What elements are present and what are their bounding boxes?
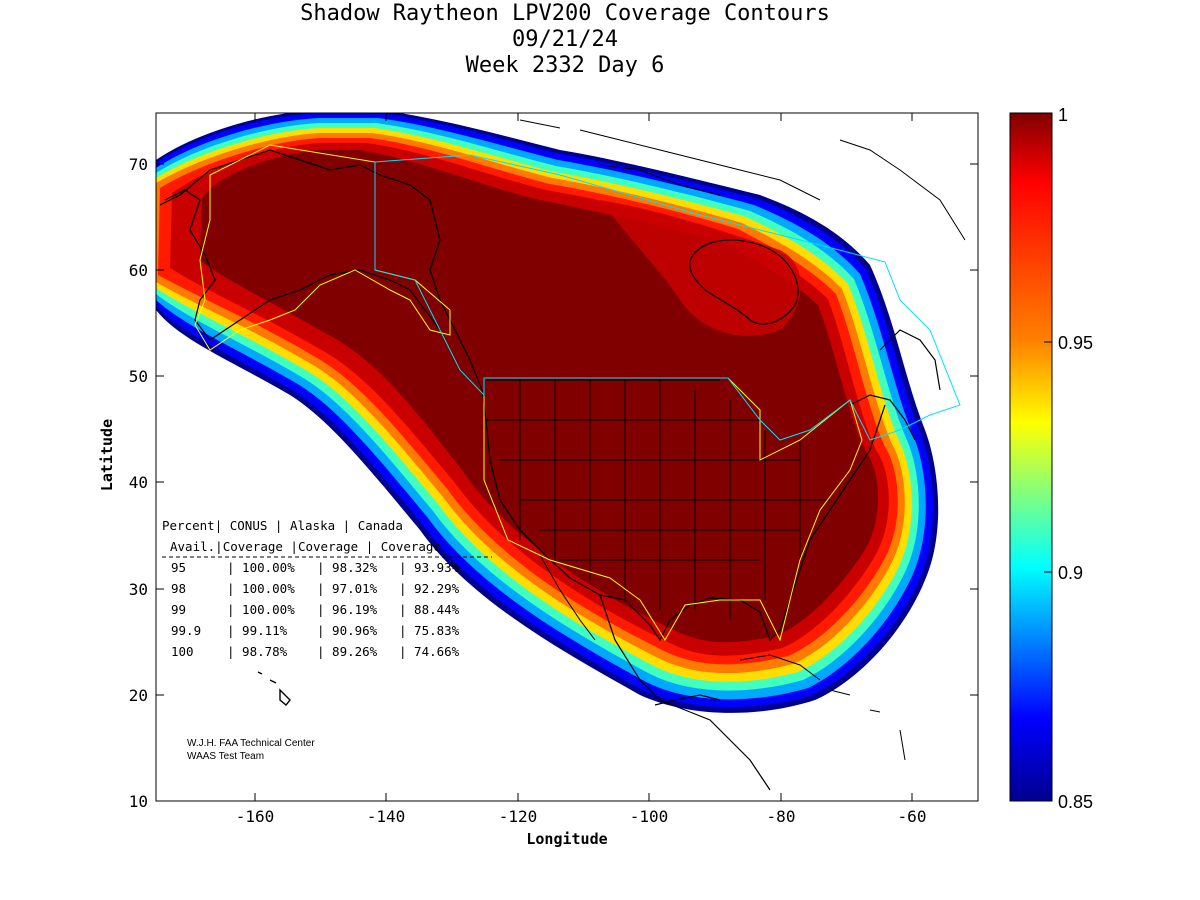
- stats-header-cell: Coverage: [381, 539, 441, 554]
- stats-header-cell: Alaska: [290, 518, 335, 533]
- y-tick-label: 30: [129, 580, 148, 599]
- coverage-stats-table: Percent| CONUS | Alaska | Canada Avail.|…: [162, 518, 492, 659]
- stats-cell: | 97.01%: [317, 581, 378, 596]
- coastline-hawaii: [257, 671, 291, 706]
- stats-cell: | 74.66%: [399, 644, 460, 659]
- stats-cell: | 93.93%: [399, 560, 460, 575]
- coastline-central-america: [599, 594, 771, 791]
- stats-header-cell: CONUS: [230, 518, 268, 533]
- chart-title-line1: Shadow Raytheon LPV200 Coverage Contours: [300, 1, 830, 26]
- stats-cell: 100: [171, 644, 194, 659]
- stats-header-row1: Percent| CONUS | Alaska | Canada: [162, 518, 403, 533]
- stats-row: 100 | 98.78% | 89.26% | 74.66%: [171, 644, 460, 659]
- region-boundaries: [194, 144, 961, 642]
- contour-band-canada-red: [600, 200, 801, 336]
- colorbar-tick-label: 0.9: [1058, 563, 1083, 583]
- stats-row: 99 | 100.00% | 96.19% | 88.44%: [171, 602, 460, 617]
- stats-cell: | 88.44%: [399, 602, 460, 617]
- x-tick-label: -100: [630, 807, 669, 826]
- stats-cell: 95: [171, 560, 186, 575]
- coastlines: [159, 119, 966, 791]
- y-tick-label: 60: [129, 261, 148, 280]
- y-tick-label: 10: [129, 792, 148, 811]
- stats-cell: 98: [171, 581, 186, 596]
- colorbar-tick-label: 0.95: [1058, 333, 1093, 353]
- stats-cell: | 100.00%: [227, 602, 295, 617]
- stats-rows: 95 | 100.00% | 98.32% | 93.93% 98 | 100.00% | …: [171, 560, 460, 659]
- plot-frame: [155, 112, 979, 802]
- stats-cell: 99.9: [171, 623, 201, 638]
- x-tick-label: -140: [367, 807, 406, 826]
- stats-cell: | 90.96%: [317, 623, 378, 638]
- stats-header-cell: Percent: [162, 518, 215, 533]
- coastline-hudson-bay: [689, 239, 799, 325]
- stats-cell: | 98.78%: [227, 644, 288, 659]
- stats-header-cell: Avail.: [170, 539, 215, 554]
- coastline-east-canada: [849, 329, 941, 441]
- x-tick-label: -120: [499, 807, 538, 826]
- x-tick-label: -160: [236, 807, 275, 826]
- axis-ticks: [156, 113, 978, 801]
- region-boundary-canada: [374, 154, 961, 441]
- stats-row: 95 | 100.00% | 98.32% | 93.93%: [171, 560, 460, 575]
- stats-header-cell: Coverage: [223, 539, 283, 554]
- us-state-borders: [486, 379, 830, 620]
- colorbar-tick-label: 0.85: [1058, 792, 1093, 812]
- credit-line2: WAAS Test Team: [187, 751, 264, 762]
- region-boundary-conus: [483, 377, 863, 642]
- coastline-alaska: [164, 189, 441, 341]
- chart-title-line3: Week 2332 Day 6: [465, 53, 665, 78]
- stats-cell: | 92.29%: [399, 581, 460, 596]
- coastline-arctic-islands: [519, 119, 966, 241]
- x-tick-label: -60: [898, 807, 927, 826]
- y-tick-label: 40: [129, 473, 148, 492]
- colorbar-ticks: [1044, 112, 1052, 802]
- y-tick-label: 20: [129, 686, 148, 705]
- stats-header-cell: Canada: [358, 518, 403, 533]
- stats-cell: | 100.00%: [227, 560, 295, 575]
- stats-cell: | 100.00%: [227, 581, 295, 596]
- colorbar: [1009, 112, 1053, 802]
- stats-cell: | 99.11%: [227, 623, 288, 638]
- y-axis-label: Latitude: [98, 419, 116, 491]
- stats-header-cell: Coverage: [298, 539, 358, 554]
- stats-row: 98 | 100.00% | 97.01% | 92.29%: [171, 581, 460, 596]
- stats-cell: 99: [171, 602, 186, 617]
- coastline-caribbean: [739, 654, 906, 761]
- stats-cell: | 98.32%: [317, 560, 378, 575]
- stats-cell: | 75.83%: [399, 623, 460, 638]
- stats-header-row2: Avail.|Coverage |Coverage | Coverage: [170, 539, 441, 554]
- x-axis-label: Longitude: [526, 830, 607, 848]
- credit-line1: W.J.H. FAA Technical Center: [187, 738, 315, 749]
- chart-title-line2: 09/21/24: [512, 27, 618, 52]
- stats-cell: | 89.26%: [317, 644, 378, 659]
- y-tick-label: 50: [129, 367, 148, 386]
- coastline-baja: [539, 554, 596, 641]
- x-tick-label: -80: [767, 807, 796, 826]
- stats-row: 99.9 | 99.11% | 90.96% | 75.83%: [171, 623, 460, 638]
- y-tick-label: 70: [129, 155, 148, 174]
- stats-cell: | 96.19%: [317, 602, 378, 617]
- colorbar-tick-label: 1: [1058, 105, 1068, 125]
